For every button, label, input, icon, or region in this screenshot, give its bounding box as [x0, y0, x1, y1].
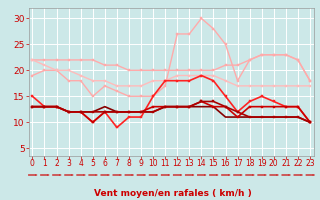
Text: Vent moyen/en rafales ( km/h ): Vent moyen/en rafales ( km/h ) [94, 189, 252, 198]
